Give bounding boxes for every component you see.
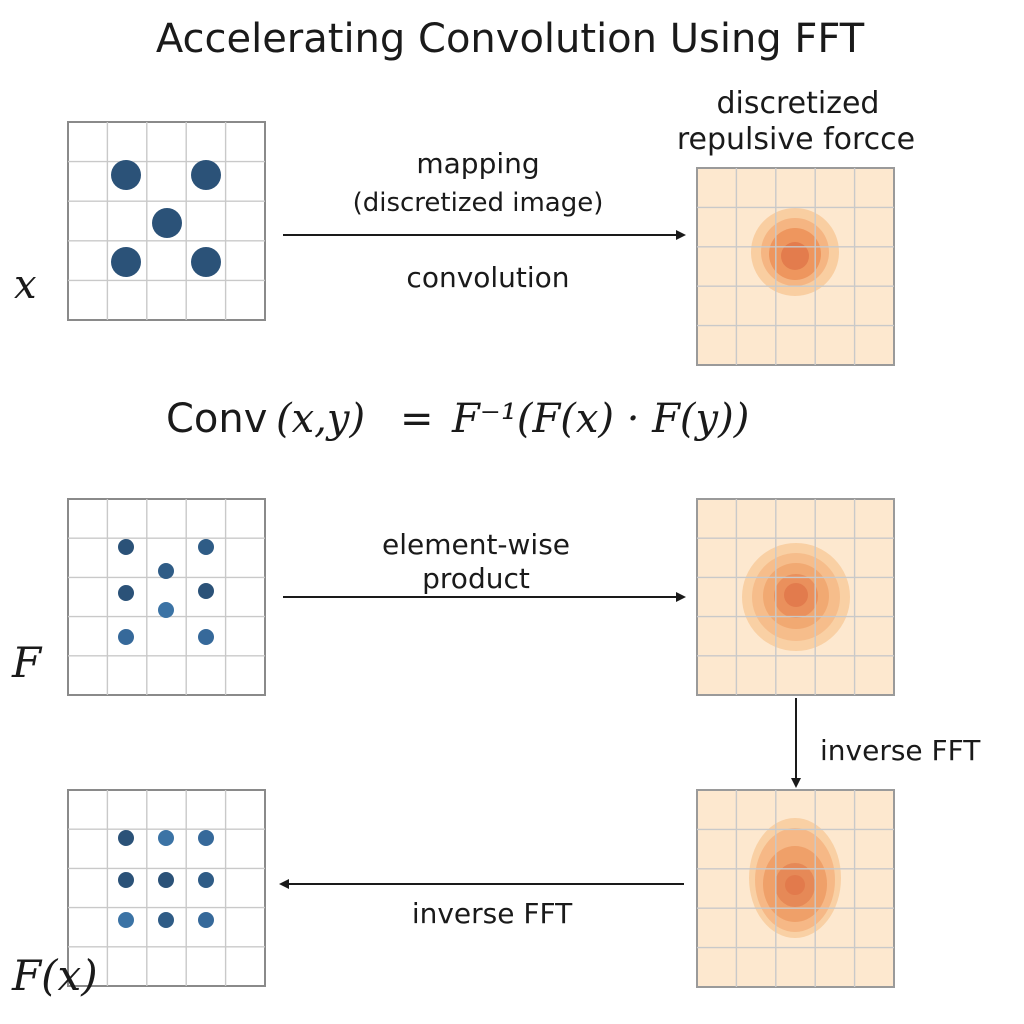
dots — [118, 830, 214, 928]
dot — [118, 872, 134, 888]
equation-rhs: F⁻¹(F(x) · F(y)) — [451, 396, 749, 442]
dots — [111, 160, 221, 277]
equation-equals: = — [400, 396, 434, 442]
dot — [198, 539, 214, 555]
dot — [198, 872, 214, 888]
inverse-fft-label-bottom: inverse FFT — [412, 897, 573, 930]
dot — [118, 539, 134, 555]
panel-F-grid — [67, 498, 266, 696]
diagram-title: Accelerating Convolution Using FFT — [156, 16, 865, 62]
grid-lines — [697, 168, 894, 365]
dot — [111, 160, 141, 190]
dot — [158, 912, 174, 928]
equation-lhs: Conv — [166, 396, 267, 442]
panel-x-input — [67, 121, 266, 321]
dot — [118, 912, 134, 928]
dot — [118, 585, 134, 601]
dot — [198, 629, 214, 645]
dot — [118, 629, 134, 645]
force-field-blob — [742, 543, 850, 651]
mapping-label: mapping — [416, 147, 539, 180]
dot — [158, 602, 174, 618]
equation: Conv (x,y) = F⁻¹(F(x) · F(y)) — [166, 396, 749, 442]
force-field-blob — [751, 208, 839, 296]
dot — [158, 830, 174, 846]
dot — [198, 830, 214, 846]
dot — [158, 872, 174, 888]
mapping-sublabel: (discretized image) — [353, 188, 604, 218]
grid-lines — [697, 499, 894, 695]
force-title-line2: repulsive forcce — [677, 122, 915, 157]
x-symbol: x — [14, 262, 37, 308]
equation-args: (x,y) — [276, 396, 365, 442]
product-label: product — [422, 562, 530, 595]
dot — [198, 583, 214, 599]
force-title-line1: discretized — [717, 86, 880, 121]
panel-product-field — [696, 498, 895, 696]
dot — [152, 208, 182, 238]
grid-lines — [68, 122, 265, 320]
dot — [118, 830, 134, 846]
dot — [191, 160, 221, 190]
dots — [118, 539, 214, 645]
Fx-symbol: F(x) — [11, 951, 98, 1000]
convolution-label: convolution — [406, 261, 569, 294]
grid-lines — [68, 790, 265, 986]
panel-repulsive-force — [696, 167, 895, 366]
element-wise-label: element-wise — [382, 528, 570, 561]
dot — [198, 912, 214, 928]
panel-Fx-output — [67, 789, 266, 987]
dot — [191, 247, 221, 277]
panel-result-field — [696, 789, 895, 988]
grid-lines — [68, 499, 265, 695]
dot — [158, 563, 174, 579]
dot — [111, 247, 141, 277]
grid-lines — [697, 790, 894, 987]
inverse-fft-label-right: inverse FFT — [820, 734, 981, 767]
F-symbol: F — [11, 638, 43, 687]
force-field-blob — [749, 818, 841, 938]
